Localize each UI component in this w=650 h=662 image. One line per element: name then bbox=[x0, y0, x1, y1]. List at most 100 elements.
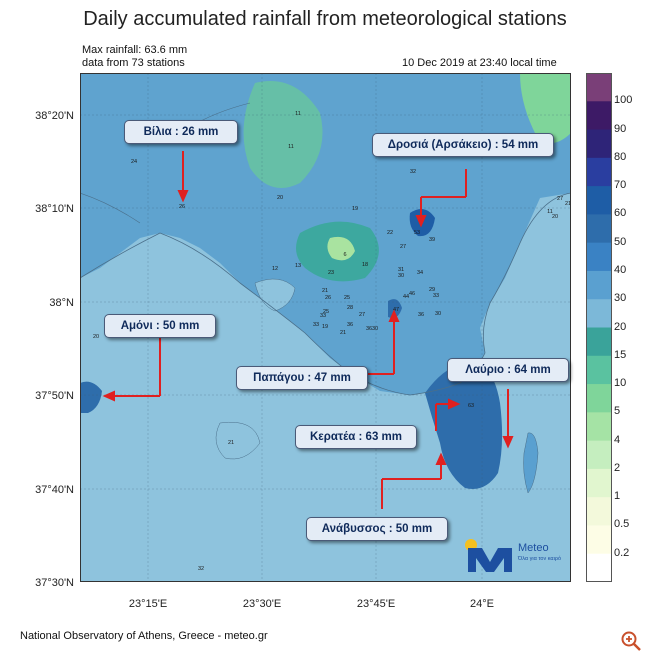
lon-label: 23°15'E bbox=[128, 598, 168, 610]
colorbar-label: 10 bbox=[614, 377, 627, 390]
station-value: 47 bbox=[393, 307, 399, 313]
station-value: 34 bbox=[417, 270, 423, 276]
colorbar-cell bbox=[586, 384, 612, 413]
colorbar-cell bbox=[586, 129, 612, 159]
station-value: 25 bbox=[323, 309, 329, 315]
colorbar bbox=[586, 73, 612, 582]
lon-label: 23°30'E bbox=[242, 598, 282, 610]
lat-label: 38°10'N bbox=[35, 203, 74, 215]
lat-label: 37°30'N bbox=[35, 577, 74, 589]
map-frame bbox=[80, 73, 571, 582]
meteo-logo-icon bbox=[465, 539, 512, 572]
amoni-zone bbox=[80, 381, 102, 413]
station-value: 22 bbox=[387, 230, 393, 236]
station-value: 33 bbox=[433, 293, 439, 299]
callout-drosia[interactable]: Δροσιά (Αρσάκειο) : 54 mm bbox=[372, 133, 554, 157]
callout-lavrio[interactable]: Λαύριο : 64 mm bbox=[447, 358, 569, 382]
station-value: 53 bbox=[414, 230, 420, 236]
aegina-island bbox=[215, 421, 261, 460]
lat-label: 38°20'N bbox=[35, 110, 74, 122]
lon-label: 24°E bbox=[470, 598, 494, 610]
station-value: 30 bbox=[372, 326, 378, 332]
station-value: 26 bbox=[325, 295, 331, 301]
callout-vilia[interactable]: Βίλια : 26 mm bbox=[124, 120, 238, 144]
stations-count-text: data from 73 stations bbox=[82, 57, 185, 69]
colorbar-cell bbox=[586, 186, 612, 215]
station-value: 25 bbox=[344, 295, 350, 301]
zoom-icon[interactable] bbox=[620, 630, 642, 652]
map-title: Daily accumulated rainfall from meteorol… bbox=[83, 8, 567, 30]
colorbar-label: 2 bbox=[614, 461, 621, 474]
colorbar-label: 100 bbox=[614, 94, 633, 107]
colorbar-cell bbox=[586, 327, 612, 357]
callout-papagou[interactable]: Παπάγου : 47 mm bbox=[236, 366, 368, 390]
station-value: 13 bbox=[295, 263, 301, 269]
station-value: 19 bbox=[322, 324, 328, 330]
station-value: 27 bbox=[359, 312, 365, 318]
colorbar-label: 0.5 bbox=[614, 518, 630, 531]
station-value: 21 bbox=[228, 440, 234, 446]
station-value: 36 bbox=[418, 312, 424, 318]
station-value: 12 bbox=[272, 266, 278, 272]
salamina-island bbox=[254, 278, 296, 312]
colorbar-cell bbox=[586, 242, 612, 272]
colorbar-cell bbox=[586, 553, 612, 582]
colorbar-label: 20 bbox=[614, 320, 627, 333]
station-value: 20 bbox=[552, 214, 558, 220]
station-value: 32 bbox=[410, 169, 416, 175]
station-value: 11 bbox=[295, 111, 301, 117]
low-rain-zone bbox=[520, 73, 571, 143]
station-value: 20 bbox=[277, 195, 283, 201]
colorbar-label: 70 bbox=[614, 179, 627, 192]
station-value: 23 bbox=[328, 270, 334, 276]
station-value: 28 bbox=[347, 305, 353, 311]
colorbar-label: 30 bbox=[614, 292, 627, 305]
heavy-rain-zone bbox=[388, 299, 402, 318]
station-value: 24 bbox=[131, 159, 137, 165]
colorbar-label: 90 bbox=[614, 122, 627, 135]
station-value: 63 bbox=[468, 403, 474, 409]
colorbar-label: 1 bbox=[614, 490, 621, 503]
meteo-logo: Meteo Όλα για τον καιρό bbox=[464, 536, 568, 576]
colorbar-cell bbox=[586, 355, 612, 385]
coastline bbox=[482, 192, 571, 354]
station-value: 11 bbox=[547, 209, 553, 215]
low-rain-zone bbox=[327, 236, 355, 261]
max-rainfall-text: Max rainfall: 63.6 mm bbox=[82, 44, 188, 56]
callout-keratea[interactable]: Κερατέα : 63 mm bbox=[295, 425, 417, 449]
footer-credit: National Observatory of Athens, Greece -… bbox=[20, 630, 268, 642]
station-value: 29 bbox=[429, 287, 435, 293]
station-value: 39 bbox=[429, 237, 435, 243]
colorbar-label: 40 bbox=[614, 263, 627, 276]
station-value: 6 bbox=[343, 252, 346, 258]
callout-amoni[interactable]: Αμόνι : 50 mm bbox=[104, 314, 216, 338]
colorbar-label: 4 bbox=[614, 433, 621, 446]
station-value: 27 bbox=[400, 244, 406, 250]
colorbar-cell bbox=[586, 299, 612, 328]
callout-anavyssos[interactable]: Ανάβυσσος : 50 mm bbox=[306, 517, 448, 541]
station-value: 21 bbox=[565, 201, 571, 207]
colorbar-label: 0.2 bbox=[614, 546, 630, 559]
station-value: 21 bbox=[322, 288, 328, 294]
colorbar-cell bbox=[586, 412, 612, 442]
colorbar-cell bbox=[586, 440, 612, 470]
station-value: 33 bbox=[313, 322, 319, 328]
station-value: 36 bbox=[366, 326, 372, 332]
colorbar-label: 50 bbox=[614, 235, 627, 248]
station-value: 32 bbox=[198, 566, 204, 572]
callout-arrows bbox=[102, 151, 514, 509]
colorbar-cell bbox=[586, 157, 612, 187]
colorbar-cell bbox=[586, 270, 612, 300]
station-value: 11 bbox=[288, 144, 294, 150]
colorbar-cell bbox=[586, 73, 612, 102]
low-rain-zone bbox=[243, 81, 323, 188]
lat-label: 37°50'N bbox=[35, 390, 74, 402]
station-value: 30 bbox=[435, 311, 441, 317]
colorbar-label: 5 bbox=[614, 405, 621, 418]
coastline bbox=[80, 232, 486, 396]
station-value: 44 bbox=[403, 294, 409, 300]
station-value: 46 bbox=[409, 291, 415, 297]
colorbar-label: 15 bbox=[614, 348, 627, 361]
